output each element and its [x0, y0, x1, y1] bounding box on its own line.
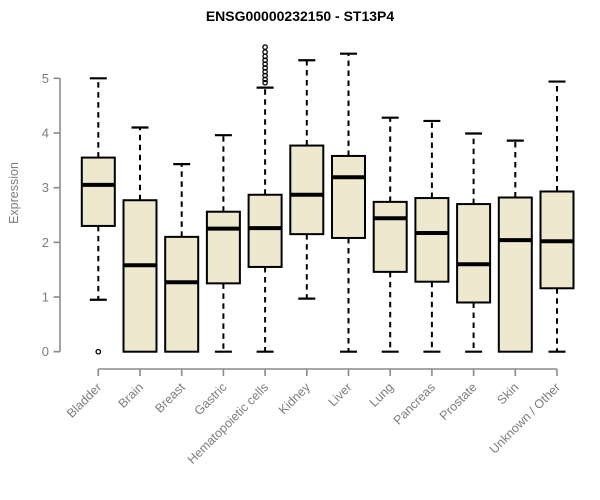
box-rect: [289, 144, 325, 236]
box-rect: [247, 193, 283, 268]
y-tick-label: 1: [42, 290, 49, 305]
outlier-point: [95, 348, 102, 355]
outlier-point: [262, 79, 268, 86]
y-axis: 0 1 2 3 4 5: [42, 71, 61, 359]
boxplot-kidney: [289, 59, 325, 300]
x-tick-label: Liver: [326, 380, 355, 409]
x-tick-label: Hematopoietic cells: [185, 380, 272, 467]
y-tick-label: 4: [42, 125, 49, 140]
x-tick-label: Bladder: [64, 380, 104, 420]
boxplot-gastric: [205, 134, 241, 353]
boxplot-bladder: [80, 77, 116, 355]
x-tick-label: Prostate: [437, 380, 480, 423]
boxplot-breast: [164, 163, 200, 353]
chart-title: ENSG00000232150 - ST13P4: [205, 8, 395, 24]
box-rect: [122, 199, 158, 353]
x-tick-label: Kidney: [276, 380, 313, 417]
box-rect: [456, 203, 492, 304]
box-rect: [164, 235, 200, 353]
box-rect: [80, 156, 116, 227]
x-tick-label: Skin: [494, 380, 521, 407]
x-tick-label: Unknown / Other: [487, 380, 563, 456]
x-tick-label: Brain: [116, 380, 147, 411]
boxplot-skin: [497, 139, 533, 353]
boxplot-liver: [331, 52, 366, 353]
y-tick-label: 2: [42, 235, 49, 250]
box-rect: [331, 154, 366, 239]
boxplot-lung: [372, 116, 408, 353]
boxplot-unknown-other: [539, 80, 575, 353]
x-tick-label: Breast: [152, 380, 188, 416]
box-rect: [372, 200, 408, 273]
boxplot-brain: [122, 126, 158, 353]
boxplot-hematopoietic-cells: [247, 44, 283, 353]
boxplot-prostate: [456, 132, 492, 353]
box-rect: [497, 196, 533, 353]
boxplot-pancreas: [414, 119, 450, 353]
outlier-point: [262, 44, 268, 50]
x-tick-label: Pancreas: [391, 380, 438, 427]
box-rect: [205, 210, 241, 285]
y-tick-label: 0: [42, 344, 49, 359]
box-rect: [414, 197, 450, 283]
x-tick-label: Lung: [367, 380, 397, 410]
x-tick-label: Gastric: [192, 380, 230, 418]
y-tick-label: 5: [42, 71, 49, 86]
y-tick-label: 3: [42, 180, 49, 195]
